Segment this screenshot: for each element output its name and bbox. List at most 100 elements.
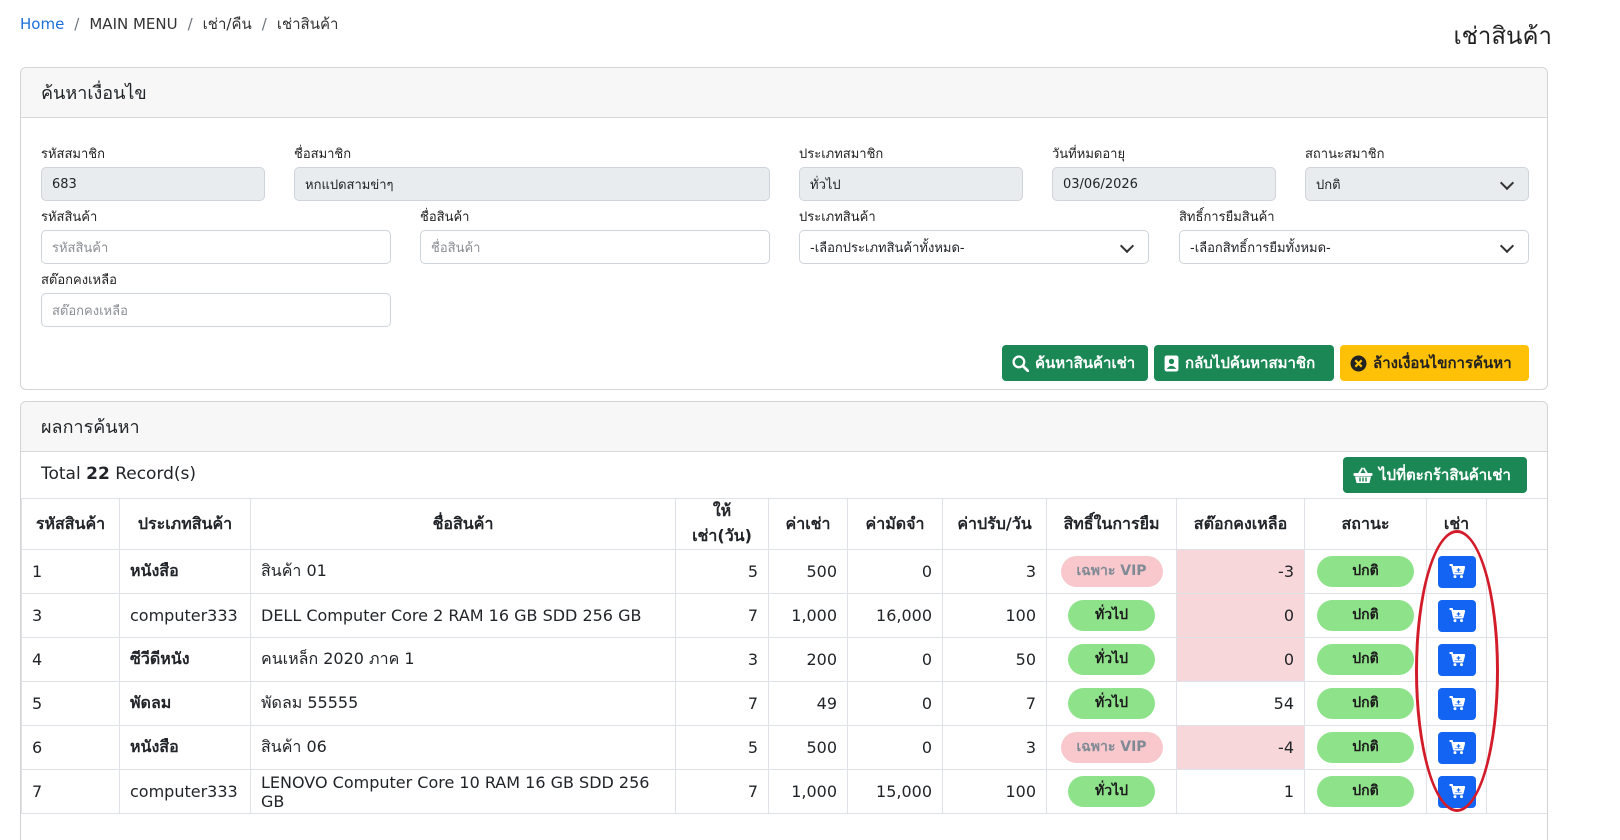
cell-product-type: พัดลม [119, 681, 251, 726]
cell-product-id: 1 [21, 549, 120, 594]
rent-button[interactable] [1437, 643, 1476, 676]
cell-deposit: 16,000 [847, 593, 943, 638]
cell-borrow-right: ทั่วไป [1046, 637, 1177, 682]
cell-rent-days: 7 [675, 593, 769, 638]
cell-status: ปกติ [1304, 637, 1427, 682]
cell-extra [1486, 593, 1547, 638]
cell-product-type: computer333 [119, 593, 251, 638]
member-id-field[interactable]: 683 [41, 167, 265, 201]
table-row: 1 หนังสือ สินค้า 01 5 500 0 3 เฉพาะ VIP -3 ปกติ [21, 549, 1547, 594]
stock-group: สต๊อกคงเหลือ สต๊อกคงเหลือ [41, 272, 391, 327]
column-header-fine-per-day[interactable]: ค่าปรับ/วัน [942, 498, 1047, 550]
breadcrumb-home-link[interactable]: Home [20, 15, 65, 33]
column-header-product-id[interactable]: รหัสสินค้า [21, 498, 120, 550]
member-type-field[interactable]: ทั่วไป [799, 167, 1023, 201]
borrow-right-badge: ทั่วไป [1068, 644, 1155, 675]
table-row: 7 computer333 LENOVO Computer Core 10 RAM … [21, 769, 1547, 814]
cell-fine-per-day: 50 [942, 637, 1047, 682]
product-type-label: ประเภทสินค้า [799, 210, 876, 225]
rent-button[interactable] [1437, 555, 1476, 588]
cell-borrow-right: เฉพาะ VIP [1046, 725, 1177, 770]
product-id-input[interactable]: รหัสสินค้า [41, 230, 391, 264]
cell-rent-fee: 500 [768, 549, 848, 594]
go-to-cart-button[interactable]: ไปที่ตะกร้าสินค้าเช่า [1343, 457, 1527, 493]
breadcrumb-item-rent-return[interactable]: เช่า/คืน [202, 15, 252, 33]
product-name-input[interactable]: ชื่อสินค้า [420, 230, 770, 264]
back-button-label: กลับไปค้นหาสมาชิก [1185, 354, 1316, 372]
cell-stock: -4 [1176, 725, 1305, 770]
cell-status: ปกติ [1304, 769, 1427, 814]
expiry-date-label: วันที่หมดอายุ [1052, 147, 1126, 162]
rent-button[interactable] [1437, 687, 1476, 720]
borrow-right-select[interactable]: -เลือกสิทธิ์การยืมทั้งหมด- [1179, 230, 1529, 264]
product-type-select[interactable]: -เลือกประเภทสินค้าทั้งหมด- [799, 230, 1149, 264]
cart-icon [1449, 608, 1465, 623]
cell-borrow-right: ทั่วไป [1046, 593, 1177, 638]
cart-icon [1449, 740, 1465, 755]
cell-product-name: DELL Computer Core 2 RAM 16 GB SDD 256 G… [250, 593, 676, 638]
cell-product-name: พัดลม 55555 [250, 681, 676, 726]
column-header-extra [1486, 498, 1547, 550]
status-badge: ปกติ [1317, 556, 1414, 587]
column-header-borrow-right[interactable]: สิทธิ์ในการยืม [1046, 498, 1177, 550]
column-header-status[interactable]: สถานะ [1304, 498, 1427, 550]
cell-deposit: 0 [847, 549, 943, 594]
column-header-product-name[interactable]: ชื่อสินค้า [250, 498, 676, 550]
member-id-group: รหัสสมาชิก 683 [41, 146, 265, 201]
expiry-date-field[interactable]: 03/06/2026 [1052, 167, 1276, 201]
cell-rent-days: 3 [675, 637, 769, 682]
cell-rent [1426, 725, 1487, 770]
cell-product-id: 3 [21, 593, 120, 638]
cell-deposit: 0 [847, 637, 943, 682]
column-header-product-type[interactable]: ประเภทสินค้า [119, 498, 251, 550]
breadcrumb-item-main-menu[interactable]: MAIN MENU [89, 15, 178, 33]
chevron-down-icon [1499, 175, 1515, 191]
cell-extra [1486, 549, 1547, 594]
rent-button[interactable] [1437, 775, 1476, 808]
member-type-label: ประเภทสมาชิก [799, 147, 884, 162]
cell-status: ปกติ [1304, 725, 1427, 770]
cell-borrow-right: เฉพาะ VIP [1046, 549, 1177, 594]
stock-label: สต๊อกคงเหลือ [41, 273, 117, 288]
cell-product-id: 4 [21, 637, 120, 682]
cell-rent [1426, 593, 1487, 638]
total-prefix: Total [41, 464, 81, 484]
cell-deposit: 0 [847, 681, 943, 726]
cell-status: ปกติ [1304, 549, 1427, 594]
member-name-group: ชื่อสมาชิก หกแปดสามข่าๆ [294, 146, 770, 201]
chevron-down-icon [1119, 238, 1135, 254]
member-status-select[interactable]: ปกติ [1305, 167, 1529, 201]
member-name-field[interactable]: หกแปดสามข่าๆ [294, 167, 770, 201]
column-header-rent-days[interactable]: ให้เช่า(วัน) [675, 498, 769, 550]
member-id-label: รหัสสมาชิก [41, 147, 105, 162]
back-to-member-search-button[interactable]: กลับไปค้นหาสมาชิก [1154, 345, 1334, 381]
breadcrumb-separator: / [187, 15, 193, 33]
status-badge: ปกติ [1317, 688, 1414, 719]
stock-input[interactable]: สต๊อกคงเหลือ [41, 293, 391, 327]
status-badge: ปกติ [1317, 644, 1414, 675]
cell-fine-per-day: 100 [942, 593, 1047, 638]
cell-extra [1486, 637, 1547, 682]
cart-icon [1449, 696, 1465, 711]
cell-rent-days: 5 [675, 549, 769, 594]
rent-button[interactable] [1437, 731, 1476, 764]
clear-button-label: ล้างเงื่อนไขการค้นหา [1373, 354, 1512, 372]
cell-stock: -3 [1176, 549, 1305, 594]
go-to-cart-label: ไปที่ตะกร้าสินค้าเช่า [1379, 466, 1511, 484]
page-title: เช่าสินค้า [1453, 22, 1552, 50]
cell-rent [1426, 549, 1487, 594]
column-header-stock[interactable]: สต๊อกคงเหลือ [1176, 498, 1305, 550]
borrow-right-badge: เฉพาะ VIP [1060, 732, 1163, 763]
cart-icon [1449, 564, 1465, 579]
borrow-right-badge: ทั่วไป [1068, 688, 1155, 719]
cell-fine-per-day: 7 [942, 681, 1047, 726]
clear-search-button[interactable]: ล้างเงื่อนไขการค้นหา [1340, 345, 1529, 381]
column-header-rent-fee[interactable]: ค่าเช่า [768, 498, 848, 550]
rent-button[interactable] [1437, 599, 1476, 632]
cell-stock: 1 [1176, 769, 1305, 814]
table-row: 3 computer333 DELL Computer Core 2 RAM 16 … [21, 593, 1547, 638]
status-badge: ปกติ [1317, 600, 1414, 631]
column-header-deposit[interactable]: ค่ามัดจำ [847, 498, 943, 550]
search-product-button[interactable]: ค้นหาสินค้าเช่า [1002, 345, 1148, 381]
search-criteria-card: ค้นหาเงื่อนไข รหัสสมาชิก 683 ชื่อสมาชิก … [20, 67, 1548, 390]
